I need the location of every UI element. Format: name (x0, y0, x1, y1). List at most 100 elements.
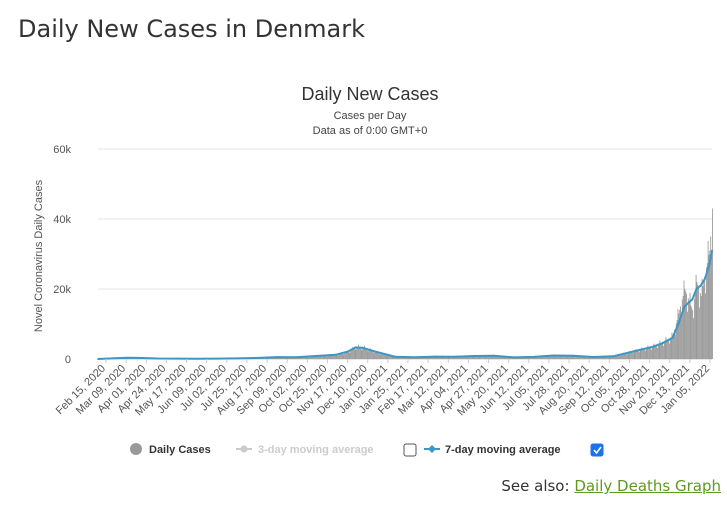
daily-cases-bar (647, 345, 649, 359)
daily-cases-bar (312, 356, 314, 359)
daily-cases-bar (446, 356, 448, 359)
daily-cases-bar (622, 353, 624, 359)
daily-cases-bar (426, 356, 428, 359)
daily-cases-bar (306, 356, 308, 359)
daily-cases-bar (313, 356, 315, 359)
daily-cases-bar (535, 356, 537, 359)
daily-cases-bar (443, 356, 445, 359)
daily-cases-bar (677, 309, 679, 359)
daily-cases-bar (365, 348, 367, 359)
seven-day-average-point (661, 342, 663, 345)
daily-cases-bar (673, 333, 675, 359)
daily-cases-bar (636, 350, 638, 359)
daily-cases-bar (630, 351, 632, 359)
daily-cases-bar (629, 350, 631, 359)
daily-cases-bar (304, 356, 306, 359)
daily-cases-bar (550, 354, 552, 359)
daily-cases-bar (594, 357, 596, 359)
daily-cases-bar (452, 356, 454, 359)
daily-cases-bar (666, 339, 668, 359)
daily-cases-bar (682, 296, 684, 359)
daily-cases-bars (98, 208, 713, 360)
daily-cases-bar (668, 343, 670, 359)
daily-cases-bar (641, 347, 643, 359)
daily-cases-bar (381, 353, 383, 359)
daily-cases-bar (500, 356, 502, 359)
daily-cases-bar (355, 349, 357, 359)
daily-cases-bar (687, 298, 689, 359)
daily-cases-bar (556, 354, 558, 359)
daily-cases-bar (440, 356, 442, 359)
seven-day-average-point (592, 356, 595, 358)
legend-7day-label[interactable]: 7-day moving average (445, 444, 561, 456)
daily-cases-bar (321, 354, 323, 359)
daily-cases-bar (574, 355, 576, 359)
daily-cases-bar (357, 346, 359, 359)
daily-cases-bar (539, 356, 541, 359)
daily-cases-bar (364, 345, 365, 359)
daily-cases-bar (626, 354, 628, 359)
daily-cases-bar (359, 346, 361, 359)
daily-cases-bar (451, 357, 453, 359)
daily-cases-bar (457, 357, 459, 359)
legend-daily-cases-label[interactable]: Daily Cases (149, 444, 211, 456)
daily-cases-bar (619, 354, 620, 359)
daily-cases-bar (635, 349, 637, 359)
daily-cases-bar (607, 356, 609, 359)
daily-cases-bar (694, 293, 696, 359)
daily-cases-bar (681, 317, 682, 359)
daily-cases-bar (382, 352, 384, 359)
daily-cases-bar (578, 356, 580, 359)
daily-cases-bar (434, 356, 436, 360)
daily-cases-bar (383, 353, 384, 359)
daily-cases-bar (703, 281, 705, 359)
daily-cases-bar (613, 355, 615, 359)
legend-7day-checkbox[interactable] (590, 443, 604, 457)
daily-cases-bar (525, 357, 527, 359)
seven-day-average-line (97, 250, 713, 360)
daily-cases-bar (542, 356, 544, 359)
daily-cases-bar (571, 355, 573, 359)
daily-cases-bar (553, 355, 555, 359)
daily-cases-bar (463, 356, 465, 359)
daily-cases-bar (569, 354, 570, 359)
daily-cases-bar (361, 350, 363, 359)
daily-cases-bar (445, 356, 446, 359)
daily-cases-bar (308, 356, 310, 359)
daily-cases-bar (388, 354, 390, 359)
daily-cases-bar (600, 356, 602, 359)
daily-cases-bar (421, 357, 423, 359)
daily-cases-bar (637, 350, 639, 359)
daily-cases-bar (492, 355, 494, 359)
seven-day-average-point (704, 277, 706, 280)
daily-cases-bar (305, 356, 307, 359)
daily-cases-bar (435, 356, 437, 359)
daily-cases-bar (572, 356, 574, 359)
daily-cases-bar (662, 342, 663, 359)
legend-3day-label[interactable]: 3-day moving average (258, 444, 374, 456)
daily-cases-bar (333, 354, 334, 359)
daily-cases-bar (447, 356, 449, 359)
daily-cases-bar (681, 299, 683, 359)
legend-3day-checkbox[interactable] (403, 443, 417, 457)
daily-cases-bar (567, 355, 569, 359)
daily-cases-bar (358, 344, 359, 359)
daily-cases-bar (657, 344, 659, 359)
daily-cases-bar (548, 356, 550, 359)
chart-legend: Daily Cases 3-day moving average 7-day mov… (130, 443, 604, 457)
daily-cases-bar (634, 350, 636, 359)
daily-cases-bar (590, 357, 592, 359)
daily-cases-bar (401, 357, 402, 359)
seven-day-average-point (361, 346, 364, 349)
daily-cases-bar (712, 208, 713, 359)
daily-cases-bar (490, 354, 492, 359)
seven-day-average-point (295, 356, 297, 359)
daily-cases-bar (637, 350, 638, 359)
daily-cases-bar (445, 357, 447, 359)
daily-cases-bar (389, 355, 391, 359)
daily-cases-bar (594, 357, 595, 359)
daily-deaths-graph-link[interactable]: Daily Deaths Graph (574, 477, 721, 495)
daily-cases-bar (342, 353, 344, 359)
daily-cases-bar (660, 342, 662, 359)
daily-cases-bar (397, 357, 399, 359)
